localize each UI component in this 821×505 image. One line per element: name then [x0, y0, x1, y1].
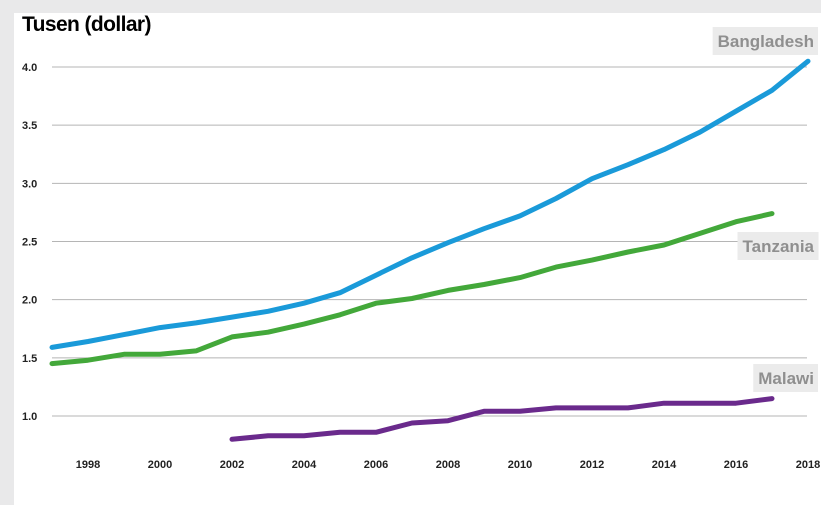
x-tick-label: 2016 [724, 459, 748, 471]
series-line-tanzania [49, 211, 775, 367]
y-tick-label: 1.0 [22, 411, 37, 423]
series-label-malawi: Malawi [753, 364, 818, 392]
x-tick-label: 2008 [436, 459, 460, 471]
series-label-text: Malawi [758, 369, 814, 388]
y-tick-label: 2.5 [22, 237, 37, 249]
x-tick-label: 2004 [292, 459, 317, 471]
x-tick-label: 2002 [220, 459, 244, 471]
x-tick-label: 2012 [580, 459, 604, 471]
series-line-malawi [229, 396, 775, 442]
y-tick-label: 3.0 [22, 178, 37, 190]
series-label-tanzania: Tanzania [737, 232, 819, 260]
series-label-background [753, 364, 818, 392]
x-tick-label: 2006 [364, 459, 388, 471]
x-tick-label: 2014 [652, 459, 677, 471]
x-tick-label: 2010 [508, 459, 532, 471]
x-tick-label: 1998 [76, 459, 100, 471]
series-label-background [737, 232, 819, 260]
y-tick-label: 2.0 [22, 295, 37, 307]
series-label-background [712, 27, 818, 55]
x-tick-label: 2000 [148, 459, 172, 471]
x-tick-label: 2018 [796, 459, 820, 471]
y-tick-label: 1.5 [22, 353, 37, 365]
series-label-bangladesh: Bangladesh [712, 27, 818, 55]
series-line-bangladesh [49, 58, 811, 350]
y-tick-label: 4.0 [22, 62, 37, 74]
series-label-text: Tanzania [743, 237, 815, 256]
series-label-text: Bangladesh [718, 32, 814, 51]
chart-title: Tusen (dollar) [22, 13, 151, 36]
y-tick-label: 3.5 [22, 120, 37, 132]
